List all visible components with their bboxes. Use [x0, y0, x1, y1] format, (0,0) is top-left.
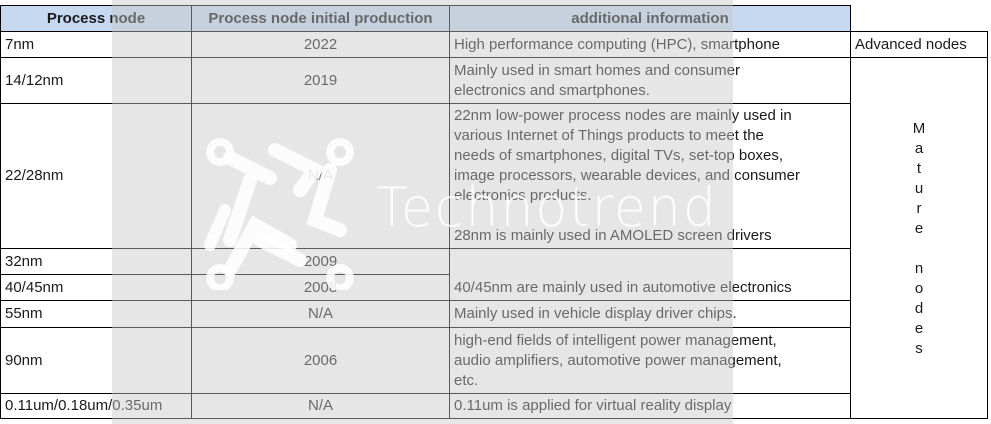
mature-letter: a [914, 140, 924, 157]
mature-letter: e [914, 320, 924, 337]
header-additional-information: additional information [449, 5, 851, 32]
cell-year-90nm: 2006 [191, 327, 450, 394]
mature-letter: t [916, 160, 922, 177]
mature-letter: n [914, 260, 924, 277]
mature-letter: e [914, 220, 924, 237]
mature-letter: d [914, 300, 924, 317]
cell-info-32-45nm: 40/45nm are mainly used in automotive el… [449, 248, 851, 301]
mature-letter: u [914, 180, 924, 197]
mature-letter: o [914, 280, 924, 297]
cell-node-40-45nm: 40/45nm [0, 274, 192, 301]
mature-letter: s [915, 340, 923, 357]
cell-node-55nm: 55nm [0, 300, 192, 328]
cell-node-7nm: 7nm [0, 31, 192, 58]
cell-info-55nm: Mainly used in vehicle display driver ch… [449, 300, 851, 328]
mature-letter: M [912, 120, 926, 137]
group-mature-nodes: M a t u r e n o d e s [850, 57, 988, 419]
cell-info-0-11um: 0.11um is applied for virtual reality di… [449, 393, 851, 419]
cell-year-40-45nm: 2008 [191, 274, 450, 301]
cell-info-7nm: High performance computing (HPC), smartp… [449, 31, 851, 58]
cell-info-22-28nm: 22nm low-power process nodes are mainly … [449, 103, 851, 249]
mature-letter: r [916, 200, 922, 217]
cell-year-0-11um: N/A [191, 393, 450, 419]
cell-year-14-12nm: 2019 [191, 57, 450, 104]
header-process-node: Process node [0, 5, 192, 32]
cell-year-22-28nm: N/A [191, 103, 450, 249]
header-initial-production: Process node initial production [191, 5, 450, 32]
cell-node-32nm: 32nm [0, 248, 192, 275]
cell-info-14-12nm: Mainly used in smart homes and consumer … [449, 57, 851, 104]
cell-year-7nm: 2022 [191, 31, 450, 58]
cell-info-90nm: high-end fields of intelligent power man… [449, 327, 851, 394]
cell-node-90nm: 90nm [0, 327, 192, 394]
cell-node-22-28nm: 22/28nm [0, 103, 192, 249]
cell-node-0-11um: 0.11um/0.18um/0.35um [0, 393, 192, 419]
cell-year-32nm: 2009 [191, 248, 450, 275]
group-advanced-nodes: Advanced nodes [850, 31, 988, 58]
cell-year-55nm: N/A [191, 300, 450, 328]
cell-node-14-12nm: 14/12nm [0, 57, 192, 104]
